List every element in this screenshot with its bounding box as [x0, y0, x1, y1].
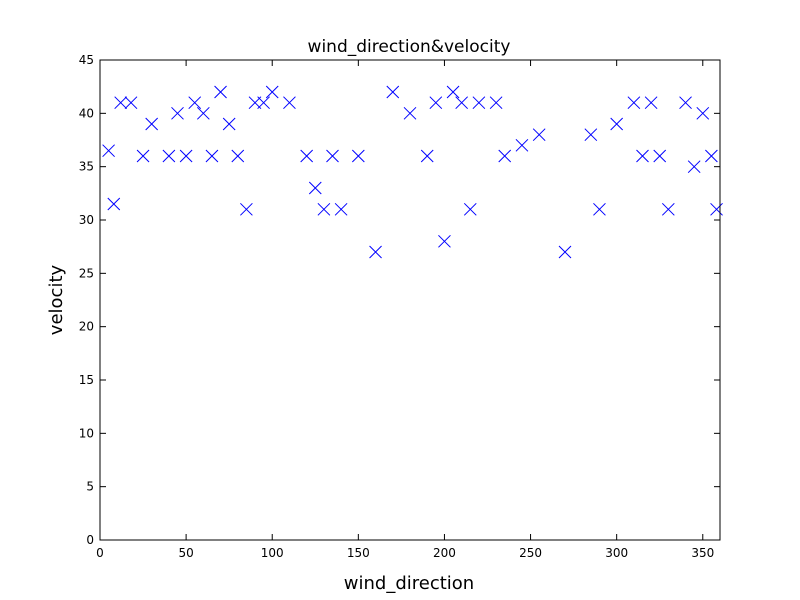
data-point — [222, 117, 236, 131]
x-axis: 0 50 100 150 200 250 300 350 — [96, 60, 714, 560]
y-axis: 0 5 10 15 20 25 30 35 40 45 — [79, 53, 720, 547]
y-tick-label: 45 — [79, 53, 94, 67]
x-axis-label: wind_direction — [344, 573, 474, 594]
data-point — [351, 149, 365, 163]
y-axis-label: velocity — [46, 264, 67, 335]
data-points — [102, 85, 723, 259]
y-tick-label: 40 — [79, 106, 94, 120]
data-point — [171, 106, 184, 120]
plot-frame — [99, 59, 721, 541]
y-tick-label: 0 — [86, 533, 94, 547]
data-point — [102, 144, 115, 158]
data-point — [515, 138, 529, 152]
data-point — [710, 202, 723, 216]
data-point — [636, 149, 649, 163]
data-point — [124, 96, 138, 110]
data-point — [498, 149, 512, 163]
chart-title: wind_direction&velocity — [308, 37, 511, 57]
data-point — [653, 149, 667, 163]
data-point — [257, 96, 270, 110]
data-point — [240, 202, 253, 216]
data-point — [214, 85, 227, 99]
data-point — [687, 160, 701, 174]
data-point — [472, 96, 486, 110]
x-tick-label: 150 — [347, 546, 370, 560]
y-tick-label: 25 — [79, 266, 94, 280]
data-point — [593, 202, 606, 216]
x-tick-label: 0 — [96, 546, 104, 560]
x-tick-label: 350 — [691, 546, 714, 560]
data-point — [420, 149, 434, 163]
data-point — [369, 245, 382, 259]
data-point — [196, 106, 210, 120]
data-point — [283, 96, 296, 110]
data-point — [403, 106, 417, 120]
data-point — [532, 128, 546, 142]
data-point — [610, 117, 624, 131]
data-point — [438, 234, 451, 248]
y-tick-label: 20 — [79, 320, 94, 334]
data-point — [188, 96, 202, 110]
data-point — [145, 117, 159, 131]
data-point — [679, 96, 692, 110]
data-point — [334, 202, 348, 216]
data-point — [489, 96, 503, 110]
data-point — [446, 85, 460, 99]
data-point — [644, 96, 658, 110]
y-tick-label: 35 — [79, 160, 94, 174]
data-point — [308, 181, 322, 195]
data-point — [107, 197, 121, 211]
data-point — [386, 85, 400, 99]
y-tick-label: 30 — [79, 213, 94, 227]
data-point — [627, 96, 641, 110]
data-point — [231, 149, 245, 163]
data-point — [205, 149, 219, 163]
data-point — [162, 149, 176, 163]
data-point — [326, 149, 339, 163]
y-tick-label: 10 — [79, 426, 94, 440]
data-point — [179, 149, 193, 163]
x-tick-label: 300 — [605, 546, 628, 560]
data-point — [136, 149, 150, 163]
x-tick-label: 100 — [261, 546, 284, 560]
x-tick-label: 250 — [519, 546, 542, 560]
data-point — [558, 245, 572, 259]
data-point — [114, 96, 128, 110]
data-point — [705, 149, 718, 163]
data-point — [455, 96, 469, 110]
data-point — [661, 202, 675, 216]
y-tick-label: 15 — [79, 373, 94, 387]
data-point — [429, 96, 443, 110]
data-point — [584, 128, 598, 142]
data-point — [696, 106, 710, 120]
x-tick-label: 200 — [433, 546, 456, 560]
data-point — [265, 85, 279, 99]
data-point — [463, 202, 477, 216]
x-tick-label: 50 — [178, 546, 193, 560]
data-point — [300, 149, 314, 163]
y-tick-label: 5 — [86, 480, 94, 494]
data-point — [317, 202, 331, 216]
